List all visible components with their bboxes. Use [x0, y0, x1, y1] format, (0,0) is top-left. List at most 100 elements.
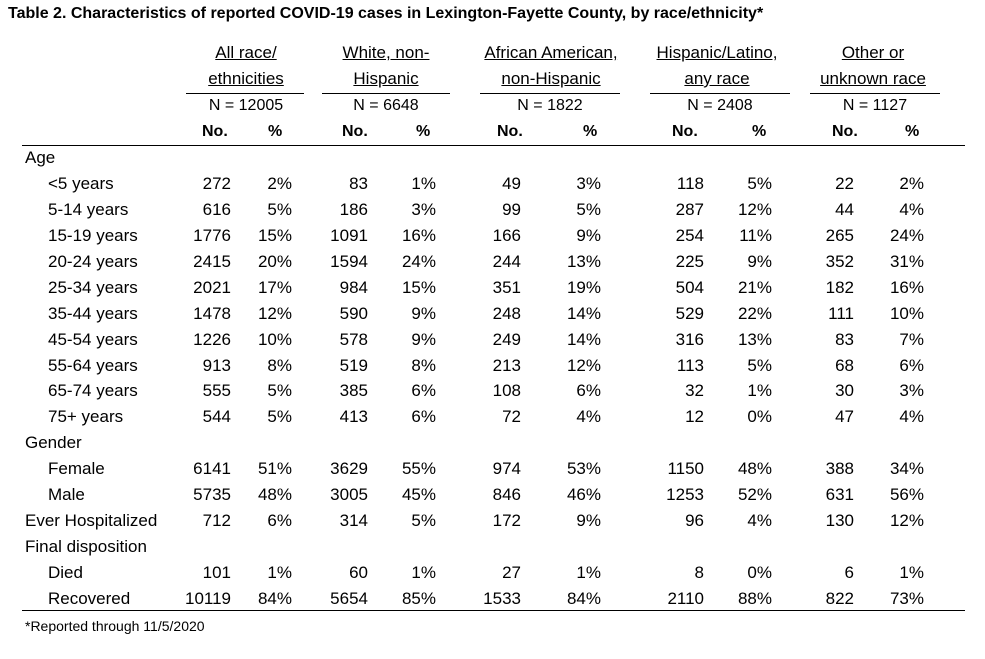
percent-cell: 3%: [899, 381, 924, 400]
count-cell: 27: [502, 563, 521, 582]
percent-cell: 24%: [889, 226, 924, 245]
percent-cell: 5%: [267, 200, 292, 219]
percent-cell: 3%: [411, 200, 436, 219]
percent-cell: 1%: [411, 563, 436, 582]
percent-cell: 22%: [737, 304, 772, 323]
percent-cell: 6%: [267, 511, 292, 530]
count-cell: 974: [492, 459, 521, 478]
count-cell: 314: [339, 511, 368, 530]
percent-cell: 48%: [737, 459, 772, 478]
count-cell: 388: [825, 459, 854, 478]
count-cell: 96: [685, 511, 704, 530]
percent-cell: 5%: [267, 407, 292, 426]
group-header-line1: White, non-: [342, 43, 430, 62]
percent-cell: 52%: [737, 485, 772, 504]
percent-cell: 1%: [411, 174, 436, 193]
count-cell: 30: [835, 381, 854, 400]
count-cell: 10119: [184, 589, 231, 608]
subheader-pct: %: [583, 123, 598, 140]
percent-cell: 9%: [576, 226, 601, 245]
count-cell: 32: [685, 381, 704, 400]
row-label: <5 years: [48, 174, 114, 193]
percent-cell: 1%: [899, 563, 924, 582]
count-cell: 1091: [330, 226, 368, 245]
count-cell: 249: [492, 330, 521, 349]
group-header-line1: Other or: [841, 43, 905, 62]
count-cell: 631: [825, 485, 854, 504]
count-cell: 6141: [193, 459, 231, 478]
percent-cell: 6%: [411, 381, 436, 400]
count-cell: 225: [675, 252, 704, 271]
percent-cell: 10%: [257, 330, 292, 349]
percent-cell: 51%: [257, 459, 292, 478]
percent-cell: 9%: [411, 304, 436, 323]
percent-cell: 14%: [566, 304, 601, 323]
count-cell: 272: [202, 174, 231, 193]
count-cell: 12: [685, 407, 704, 426]
count-cell: 5735: [193, 485, 231, 504]
count-cell: 244: [492, 252, 521, 271]
count-cell: 101: [202, 563, 231, 582]
percent-cell: 12%: [257, 304, 292, 323]
row-label: Female: [48, 459, 105, 478]
n-divider-hispanic: [650, 93, 790, 94]
percent-cell: 84%: [566, 589, 601, 608]
count-cell: 49: [502, 174, 521, 193]
group-header-line2: unknown race: [820, 69, 926, 88]
percent-cell: 20%: [257, 252, 292, 271]
count-cell: 984: [339, 278, 368, 297]
percent-cell: 1%: [747, 381, 772, 400]
percent-cell: 85%: [401, 589, 436, 608]
count-cell: 351: [492, 278, 521, 297]
percent-cell: 1%: [267, 563, 292, 582]
count-cell: 186: [339, 200, 368, 219]
n-divider-all: [186, 93, 304, 94]
percent-cell: 19%: [566, 278, 601, 297]
count-cell: 118: [676, 174, 704, 193]
count-cell: 254: [675, 226, 704, 245]
percent-cell: 53%: [566, 459, 601, 478]
percent-cell: 8%: [411, 356, 436, 375]
count-cell: 60: [349, 563, 368, 582]
group-header-line2: ethnicities: [208, 69, 284, 88]
group-header-hispanic: Hispanic/Latino, any race: [642, 40, 792, 92]
n-divider-other: [810, 93, 940, 94]
group-header-line1: All race/: [215, 43, 277, 62]
percent-cell: 13%: [737, 330, 772, 349]
subheader-no: No.: [202, 123, 228, 140]
count-cell: 99: [502, 200, 521, 219]
row-label: Died: [48, 563, 83, 582]
subheader-pct: %: [416, 123, 431, 140]
percent-cell: 2%: [899, 174, 924, 193]
group-header-other: Other or unknown race: [805, 40, 941, 92]
percent-cell: 5%: [267, 381, 292, 400]
group-header-line2: any race: [684, 69, 750, 88]
count-cell: 2415: [193, 252, 231, 271]
bottom-rule: [22, 610, 965, 611]
subheader-no: No.: [672, 123, 698, 140]
count-cell: 3005: [330, 485, 368, 504]
count-cell: 913: [202, 356, 231, 375]
row-label: 25-34 years: [48, 278, 138, 297]
count-cell: 182: [825, 278, 854, 297]
count-cell: 504: [675, 278, 704, 297]
row-label: 45-54 years: [48, 330, 138, 349]
count-cell: 616: [202, 200, 231, 219]
percent-cell: 16%: [889, 278, 924, 297]
count-cell: 1478: [193, 304, 231, 323]
percent-cell: 8%: [267, 356, 292, 375]
count-cell: 578: [339, 330, 368, 349]
percent-cell: 5%: [411, 511, 436, 530]
n-count-african-american: N = 1822: [517, 97, 583, 114]
subheader-no: No.: [342, 123, 368, 140]
percent-cell: 0%: [747, 407, 772, 426]
count-cell: 108: [492, 381, 521, 400]
count-cell: 519: [339, 356, 368, 375]
subheader-pct: %: [752, 123, 767, 140]
subheader-no: No.: [497, 123, 523, 140]
row-label: 20-24 years: [48, 252, 138, 271]
percent-cell: 4%: [899, 200, 924, 219]
percent-cell: 16%: [401, 226, 436, 245]
n-count-hispanic: N = 2408: [687, 97, 753, 114]
count-cell: 1533: [483, 589, 521, 608]
